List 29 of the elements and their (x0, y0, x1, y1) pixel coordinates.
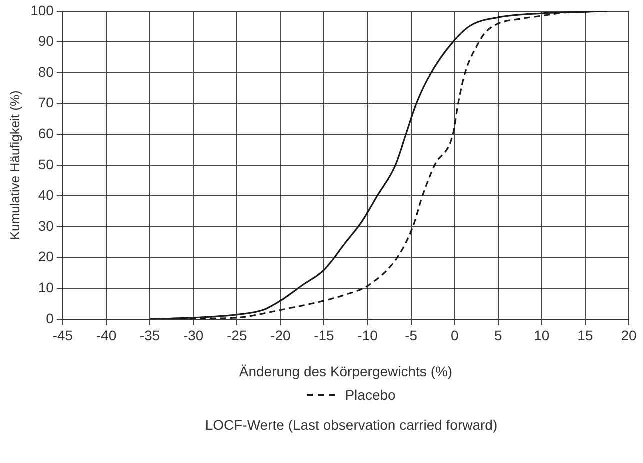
x-tick-label: -40 (96, 328, 117, 344)
y-tick-label: 10 (38, 279, 54, 296)
x-tick-label: 0 (450, 328, 459, 344)
x-tick-label: -5 (405, 328, 418, 344)
y-tick-label: 20 (38, 248, 54, 265)
x-tick-label: 5 (494, 328, 502, 344)
x-tick-label: -10 (358, 328, 378, 344)
y-tick-label: 30 (38, 218, 54, 234)
x-tick-label: -20 (270, 328, 291, 344)
x-tick-label: 10 (534, 328, 550, 344)
y-tick-label: 0 (46, 310, 54, 326)
y-tick-label: 90 (38, 33, 54, 50)
y-tick-label: 40 (38, 187, 54, 204)
x-tick-label: -15 (314, 328, 335, 344)
text: LOCF-Werte (Last observation carried forward) (204, 417, 499, 433)
x-axis-title: Änderung des Körpergewichts (%) (239, 363, 453, 380)
y-tick-label: 80 (38, 64, 54, 80)
legend-label: Placebo (345, 387, 396, 403)
x-tick-label: -35 (140, 328, 160, 344)
y-tick-label: 50 (38, 156, 54, 172)
x-tick-label: 15 (578, 328, 594, 344)
x-tick-label: -25 (227, 328, 248, 344)
y-tick-label: 60 (38, 125, 54, 142)
x-tick-label: -30 (183, 328, 204, 344)
x-tick-label: -45 (52, 328, 74, 344)
y-tick-label: 100 (30, 2, 54, 18)
x-tick-label: 20 (621, 328, 637, 344)
y-tick-label: 70 (38, 94, 54, 111)
y-axis-title: Kumulative Häufigkeit (%) (7, 90, 22, 240)
